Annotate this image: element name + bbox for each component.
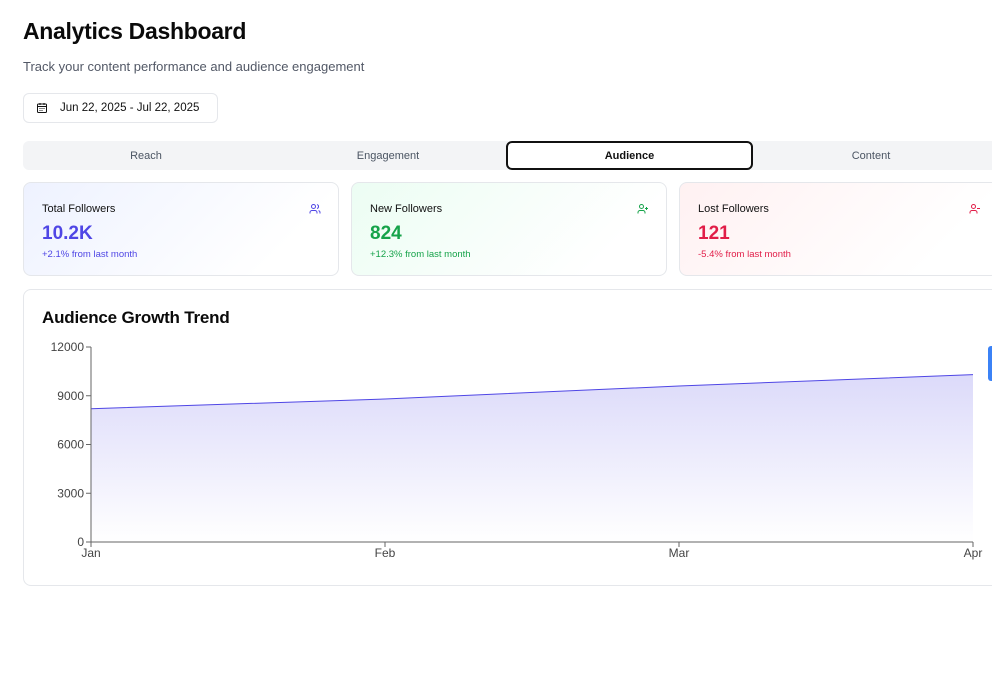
scroll-handle[interactable] [988,346,992,381]
series-area [91,374,973,542]
card-value: 824 [370,223,402,244]
total-followers-card: Total Followers 10.2K +2.1% from last mo… [23,182,339,276]
page-subtitle: Track your content performance and audie… [23,59,365,74]
user-plus-icon [637,204,648,214]
series-line [90,374,974,410]
date-range-picker[interactable]: Jun 22, 2025 - Jul 22, 2025 [23,93,218,123]
x-tick-label: Feb [375,546,396,560]
x-tick-label: Apr [964,546,983,560]
calendar-icon [37,103,47,113]
card-value: 121 [698,223,730,244]
card-title: New Followers [370,203,443,215]
tab-engagement[interactable]: Engagement [356,149,420,162]
users-icon [309,204,321,214]
card-value: 10.2K [42,223,93,244]
y-tick-label: 12000 [51,340,85,354]
audience-growth-chart-card: Audience Growth Trend 0 3000 6000 9000 12000… [23,289,992,586]
tab-reach[interactable]: Reach [130,149,162,162]
y-tick-label: 0 [77,535,84,549]
tab-content[interactable]: Content [851,149,891,162]
card-change: +2.1% from last month [42,249,138,260]
page-title: Analytics Dashboard [23,18,247,44]
tab-audience[interactable]: Audience [506,141,753,170]
y-tick-label: 9000 [57,389,84,403]
card-change: +12.3% from last month [370,249,471,260]
y-tick-label: 3000 [57,486,84,500]
chart-title: Audience Growth Trend [42,308,230,327]
user-minus-icon [969,204,980,214]
y-tick-label: 6000 [57,438,84,452]
x-tick-label: Jan [81,546,100,560]
card-title: Total Followers [42,203,116,215]
card-title: Lost Followers [698,203,769,215]
tab-list: Reach Engagement Audience Content [23,141,992,170]
audience-growth-chart: 0 3000 6000 9000 12000 Jan Feb Mar Apr [51,340,983,560]
card-change: -5.4% from last month [698,249,791,260]
lost-followers-card: Lost Followers 121 -5.4% from last month [679,182,992,276]
new-followers-card: New Followers 824 +12.3% from last month [351,182,667,276]
date-range-label: Jun 22, 2025 - Jul 22, 2025 [60,102,200,114]
x-tick-label: Mar [669,546,690,560]
